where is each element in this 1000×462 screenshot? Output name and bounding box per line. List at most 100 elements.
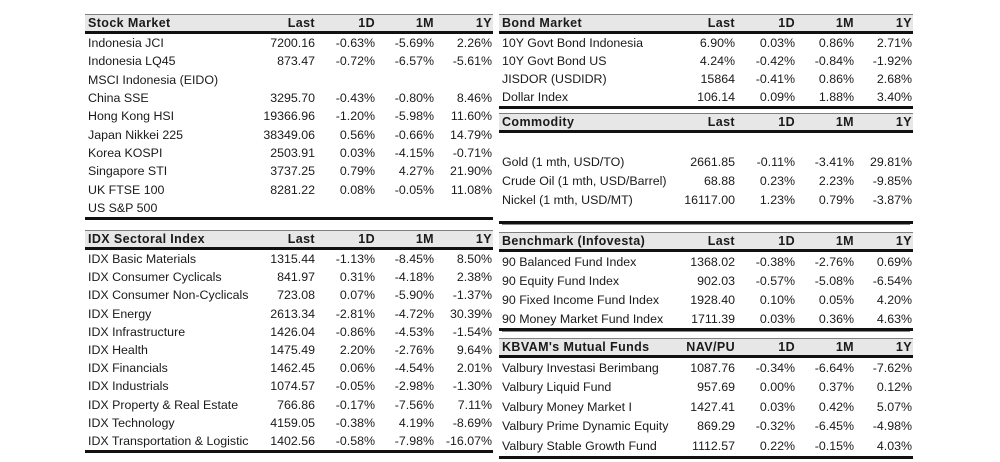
cell-1y: 5.07% xyxy=(876,399,912,414)
cell-last: 1462.45 xyxy=(270,361,315,376)
row-label: 90 Equity Fund Index xyxy=(502,273,620,288)
row-label: 90 Money Market Fund Index xyxy=(502,311,664,326)
column-header-1d: 1D xyxy=(778,340,795,354)
table-header: Stock Market Last 1D 1M 1Y xyxy=(85,14,493,34)
cell-1d: -0.38% xyxy=(335,415,375,430)
column-header-navpu: NAV/PU xyxy=(686,340,735,354)
cell-1y: 8.46% xyxy=(456,91,492,106)
cell-1y: -1.30% xyxy=(452,379,492,394)
cell-last: 723.08 xyxy=(277,288,315,303)
table-row: MSCI Indonesia (EIDO) xyxy=(85,71,493,89)
row-label: IDX Technology xyxy=(88,415,175,430)
cell-1d: 0.08% xyxy=(339,182,375,197)
cell-1y: 0.12% xyxy=(876,380,912,395)
cell-last: 106.14 xyxy=(697,90,735,104)
table-row: 90 Fixed Income Fund Index 1928.40 0.10% 0.… xyxy=(499,290,913,309)
table-header: Bond Market Last 1D 1M 1Y xyxy=(499,14,913,34)
table-row: 10Y Govt Bond Indonesia 6.90% 0.03% 0.86% 2.… xyxy=(499,34,913,52)
row-label: Indonesia LQ45 xyxy=(88,54,176,69)
column-header-1m: 1M xyxy=(835,234,854,248)
table-row: Gold (1 mth, USD/TO) 2661.85 -0.11% -3.41% 2… xyxy=(499,152,913,171)
column-header-last: Last xyxy=(287,231,315,246)
cell-1y: 30.39% xyxy=(449,306,492,321)
row-label: Valbury Money Market I xyxy=(502,399,632,414)
cell-1d: -2.81% xyxy=(335,306,375,321)
right-column: Bond Market Last 1D 1M 1Y 10Y Govt Bond … xyxy=(499,14,913,459)
cell-1y: -6.54% xyxy=(872,273,912,288)
cell-1m: -2.76% xyxy=(394,343,434,357)
cell-last: 4159.05 xyxy=(270,415,315,430)
cell-last: 1315.44 xyxy=(270,252,315,267)
cell-1d: 0.23% xyxy=(759,173,795,188)
cell-1d: 0.56% xyxy=(339,127,375,142)
cell-1d: -0.05% xyxy=(335,379,375,394)
table-row xyxy=(499,133,913,152)
cell-last: 1711.39 xyxy=(691,311,735,326)
cell-1y: 9.64% xyxy=(456,343,492,357)
column-header-1d: 1D xyxy=(778,16,795,30)
cell-1d: 2.20% xyxy=(339,343,375,357)
cell-1d: 0.79% xyxy=(339,164,375,179)
table-row: China SSE 3295.70 -0.43% -0.80% 8.46% xyxy=(85,89,493,107)
cell-1y: -3.87% xyxy=(872,192,912,207)
row-label: Indonesia JCI xyxy=(88,36,164,51)
row-label: Valbury Liquid Fund xyxy=(502,380,612,395)
cell-last: 15864 xyxy=(700,72,735,86)
cell-1y: 4.63% xyxy=(876,311,912,326)
cell-1d: -0.43% xyxy=(335,91,375,106)
cell-last: 19366.96 xyxy=(263,109,315,124)
row-label: 10Y Govt Bond US xyxy=(502,54,607,68)
table-row: Singapore STI 3737.25 0.79% 4.27% 21.90% xyxy=(85,162,493,180)
table-body: Valbury Investasi Berimbang 1087.76 -0.34%… xyxy=(499,358,913,456)
cell-1d: -1.13% xyxy=(335,252,375,267)
cell-1m: -6.45% xyxy=(814,419,854,434)
cell-last: 68.88 xyxy=(703,173,735,188)
cell-1m: 0.86% xyxy=(818,36,854,50)
cell-1d: 0.03% xyxy=(339,145,375,160)
table-title: IDX Sectoral Index xyxy=(88,231,205,246)
column-header-1y: 1Y xyxy=(475,231,492,246)
cell-1m: -5.90% xyxy=(394,288,434,303)
cell-navpu: 1087.76 xyxy=(690,360,735,375)
cell-1d: -0.63% xyxy=(335,36,375,51)
cell-1d: 1.23% xyxy=(759,192,795,207)
column-header-1m: 1M xyxy=(835,115,854,129)
column-header-1d: 1D xyxy=(358,16,375,30)
cell-1m: 2.23% xyxy=(818,173,854,188)
cell-1y: 2.68% xyxy=(876,72,912,86)
column-header-1m: 1M xyxy=(415,231,434,246)
cell-1m: 1.88% xyxy=(818,90,854,104)
table-row: IDX Health 1475.49 2.20% -2.76% 9.64% xyxy=(85,341,493,359)
table-benchmark-infovesta: Benchmark (Infovesta) Last 1D 1M 1Y 90 B… xyxy=(499,232,913,331)
cell-navpu: 1112.57 xyxy=(692,438,735,453)
cell-1d: 0.22% xyxy=(759,438,795,453)
cell-last: 6.90% xyxy=(699,36,735,50)
cell-1d: -0.57% xyxy=(755,273,795,288)
cell-1d: 0.09% xyxy=(759,90,795,104)
table-stock-market: Stock Market Last 1D 1M 1Y Indonesia JCI… xyxy=(85,14,493,220)
table-title: KBVAM's Mutual Funds xyxy=(502,340,650,354)
cell-1d: -0.86% xyxy=(335,324,375,339)
table-title: Bond Market xyxy=(502,16,583,30)
cell-last: 1928.40 xyxy=(690,292,735,307)
table-row: 10Y Govt Bond US 4.24% -0.42% -0.84% -1.92% xyxy=(499,52,913,70)
row-label: Singapore STI xyxy=(88,164,168,179)
cell-1y: 4.03% xyxy=(876,438,912,453)
cell-navpu: 957.69 xyxy=(697,380,735,395)
table-row: IDX Basic Materials 1315.44 -1.13% -8.45% 8.… xyxy=(85,250,493,268)
row-label: IDX Industrials xyxy=(88,379,169,394)
table-row: IDX Property & Real Estate 766.86 -0.17% -7… xyxy=(85,395,493,413)
cell-1m: -8.45% xyxy=(394,252,434,267)
column-header-1m: 1M xyxy=(835,16,854,30)
cell-1y: -9.85% xyxy=(872,173,912,188)
row-label: Dollar Index xyxy=(502,90,569,104)
table-row: US S&P 500 xyxy=(85,199,493,217)
table-row: UK FTSE 100 8281.22 0.08% -0.05% 11.08% xyxy=(85,180,493,198)
cell-last: 2661.85 xyxy=(690,154,735,169)
cell-1m: -5.08% xyxy=(814,273,854,288)
cell-1m: -7.98% xyxy=(394,433,434,448)
column-header-1y: 1Y xyxy=(895,234,912,248)
cell-last: 16117.00 xyxy=(684,192,735,207)
row-label: China SSE xyxy=(88,91,149,106)
cell-1m: -2.98% xyxy=(394,379,434,394)
